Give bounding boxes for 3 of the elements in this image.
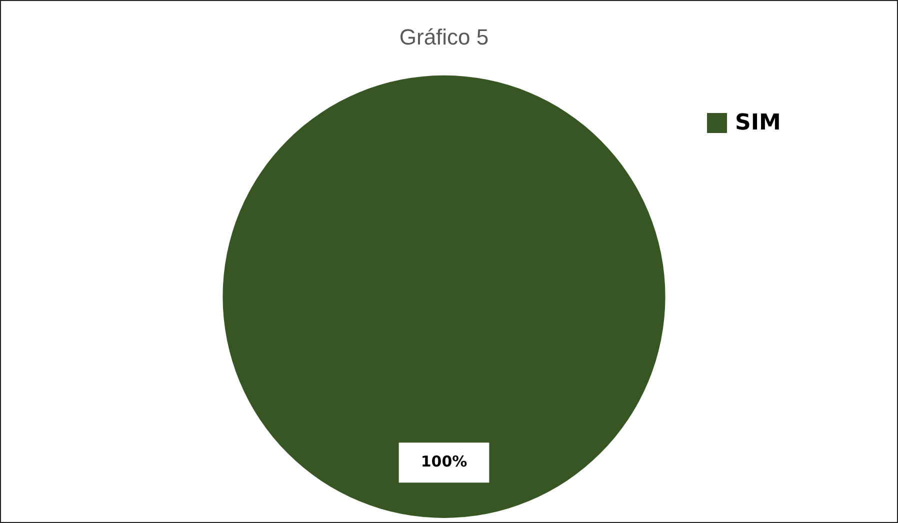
legend-label: SIM — [735, 110, 781, 136]
data-label: 100% — [420, 452, 468, 471]
chart-title: Gráfico 5 — [399, 24, 489, 50]
